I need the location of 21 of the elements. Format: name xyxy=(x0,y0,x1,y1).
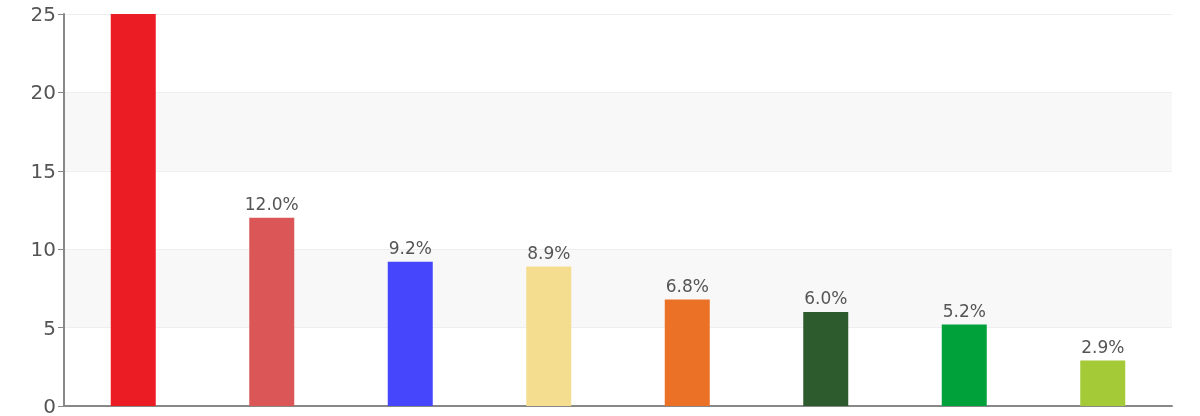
bar xyxy=(387,261,433,406)
y-tick-label: 25 xyxy=(30,2,56,26)
y-tick-label: 5 xyxy=(43,315,56,340)
y-tick-label: 15 xyxy=(30,158,56,183)
bar xyxy=(1080,360,1126,406)
y-tick-label: 20 xyxy=(30,80,56,105)
bar xyxy=(803,311,849,406)
data-label: 8.9% xyxy=(527,242,571,263)
bar xyxy=(941,324,987,406)
y-tick-label: 0 xyxy=(43,394,56,416)
data-label: 12.0% xyxy=(244,194,299,215)
data-label: 5.2% xyxy=(942,300,986,321)
bar xyxy=(526,266,572,406)
data-label: 6.8% xyxy=(665,275,709,296)
data-label: 2.9% xyxy=(1081,337,1125,358)
bar xyxy=(664,299,710,406)
bar xyxy=(110,14,156,406)
data-label: 9.2% xyxy=(388,238,432,259)
data-label: 6.0% xyxy=(804,288,848,309)
bar xyxy=(249,217,295,406)
y-tick-label: 10 xyxy=(30,237,56,262)
